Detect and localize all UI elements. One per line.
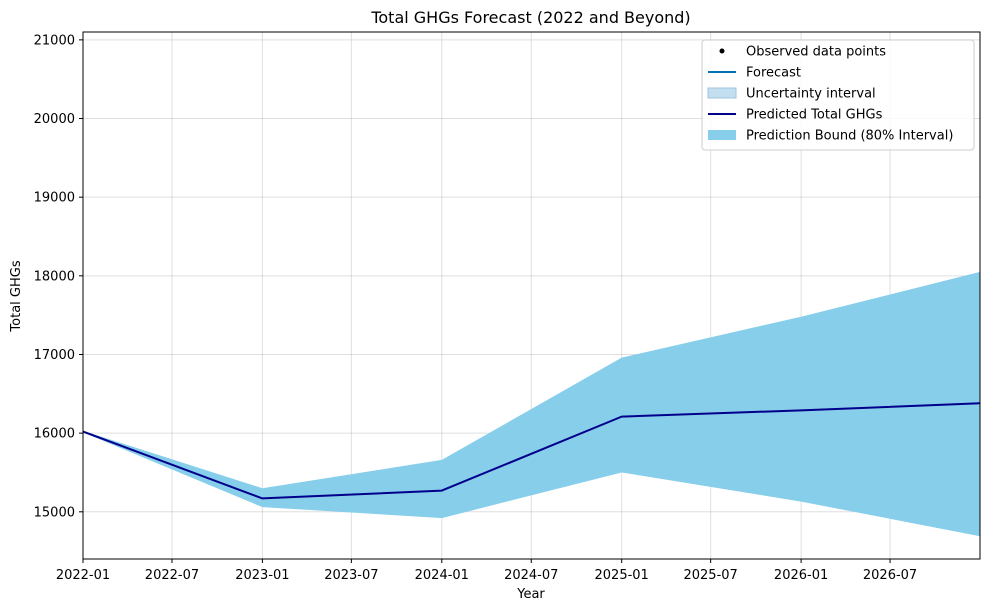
legend-patch-swatch	[707, 87, 737, 99]
x-tick-label: 2023-01	[235, 568, 289, 583]
y-tick-label: 19000	[34, 191, 75, 206]
legend-patch-swatch	[708, 130, 736, 140]
chart-title: Total GHGs Forecast (2022 and Beyond)	[370, 8, 690, 27]
x-axis-ticks: 2022-01 2022-07 2023-01 2023-07 2024-01 2024-…	[56, 559, 917, 583]
y-tick-label: 17000	[34, 348, 75, 363]
x-tick-label: 2025-07	[683, 568, 737, 583]
legend: Observed data points Forecast Uncertainty …	[701, 39, 975, 151]
x-tick-label: 2022-01	[56, 568, 110, 583]
prediction-bound-band	[83, 271, 980, 537]
legend-label: Observed data points	[746, 45, 886, 60]
legend-box	[701, 39, 975, 151]
y-tick-label: 18000	[34, 269, 75, 284]
y-tick-label: 15000	[34, 505, 75, 520]
x-tick-label: 2024-01	[415, 568, 469, 583]
x-tick-label: 2026-07	[863, 568, 917, 583]
legend-label: Uncertainty interval	[746, 87, 876, 102]
y-tick-label: 21000	[34, 33, 75, 48]
legend-marker-observed	[719, 48, 725, 54]
y-axis-ticks: 15000 16000 17000 18000 19000 20000 21000	[34, 33, 83, 520]
predicted-total-ghgs-line	[82, 402, 981, 500]
x-tick-label: 2022-07	[145, 568, 199, 583]
legend-label: Prediction Bound (80% Interval)	[746, 129, 953, 144]
legend-label: Forecast	[746, 66, 801, 81]
prediction-bound-layer	[83, 271, 980, 537]
x-axis-label: Year	[516, 587, 545, 602]
legend-label: Predicted Total GHGs	[746, 108, 883, 123]
x-tick-label: 2024-07	[504, 568, 558, 583]
y-tick-label: 20000	[34, 112, 75, 127]
x-tick-label: 2025-01	[595, 568, 649, 583]
x-tick-label: 2023-07	[324, 568, 378, 583]
y-tick-label: 16000	[34, 427, 75, 442]
x-tick-label: 2026-01	[774, 568, 828, 583]
y-axis-label: Total GHGs	[9, 260, 24, 332]
